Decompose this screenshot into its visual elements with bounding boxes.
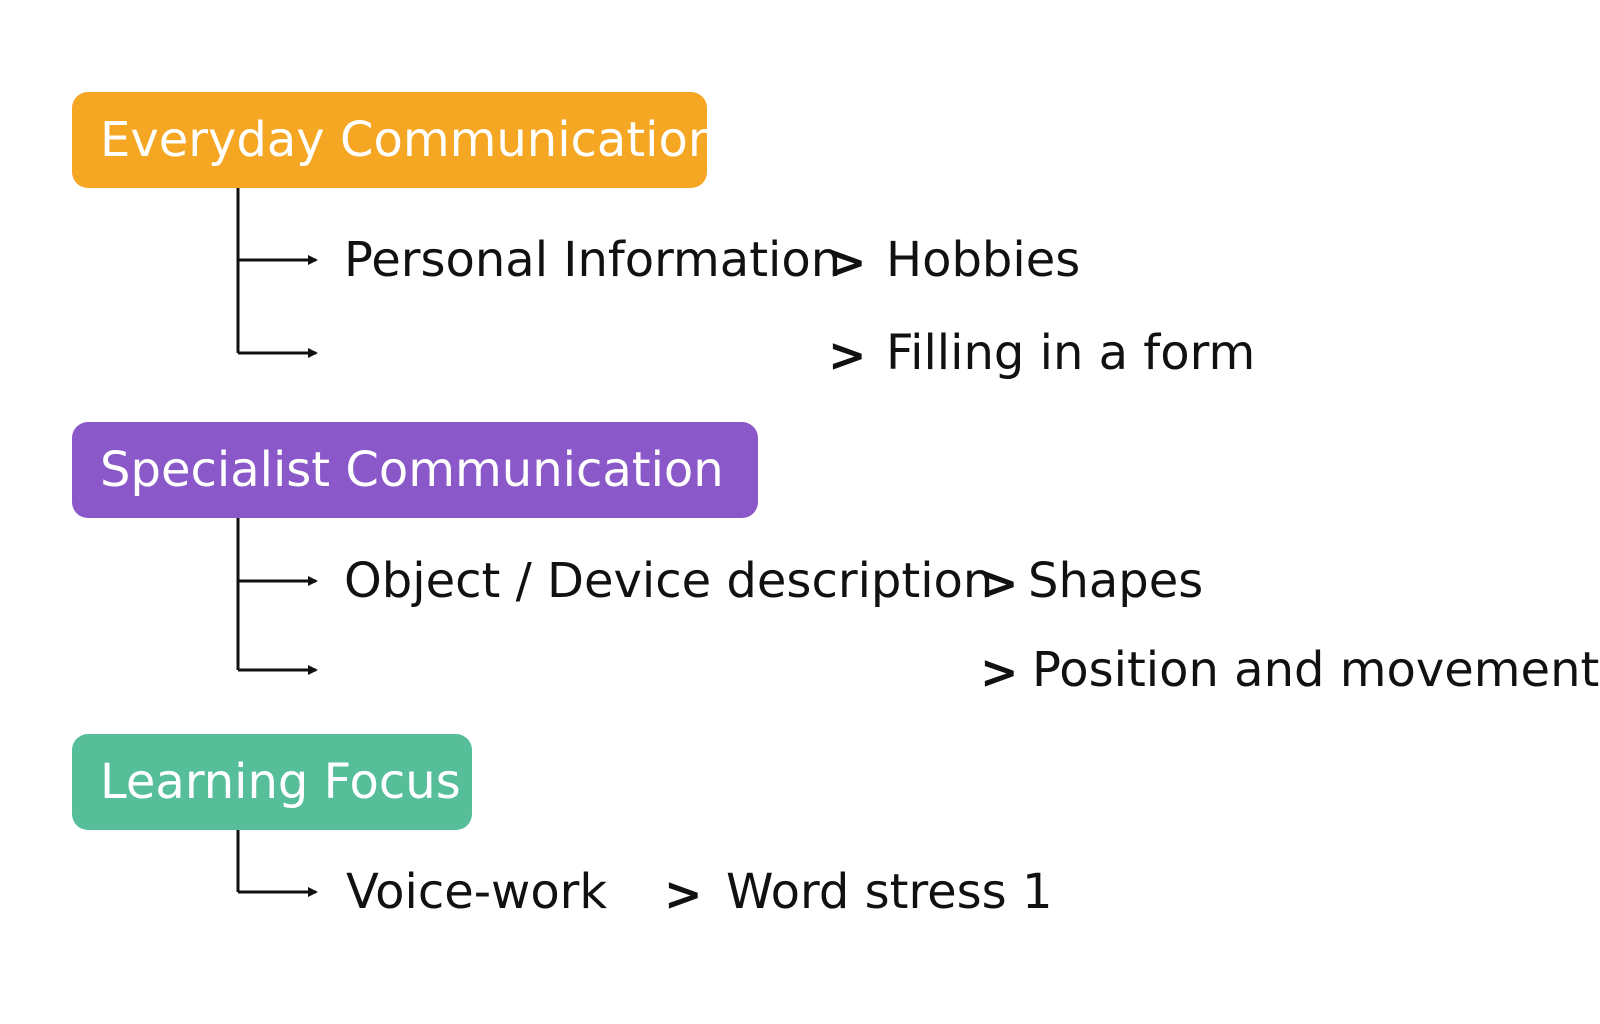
sub-item-hobbies: Hobbies — [886, 232, 1081, 288]
item-label-personal-information: Personal Information — [344, 232, 842, 288]
separator: > — [664, 867, 703, 921]
category-learning-focus: Learning Focus — [72, 734, 472, 830]
sub-item-filling-in-a-form: Filling in a form — [886, 325, 1256, 381]
sub-item-word-stress-1: Word stress 1 — [726, 864, 1053, 920]
separator: > — [980, 645, 1019, 699]
sub-item-position-and-movement: Position and movement — [1032, 642, 1600, 698]
category-specialist-communication: Specialist Communication — [72, 422, 758, 518]
category-everyday-communication: Everyday Communication — [72, 92, 718, 188]
separator: > — [828, 328, 867, 382]
sub-item-shapes: Shapes — [1028, 553, 1204, 609]
separator: > — [828, 235, 867, 289]
item-label-voice-work: Voice-work — [346, 864, 608, 920]
separator: > — [980, 556, 1019, 610]
item-label-object-device-description: Object / Device description — [344, 553, 994, 609]
